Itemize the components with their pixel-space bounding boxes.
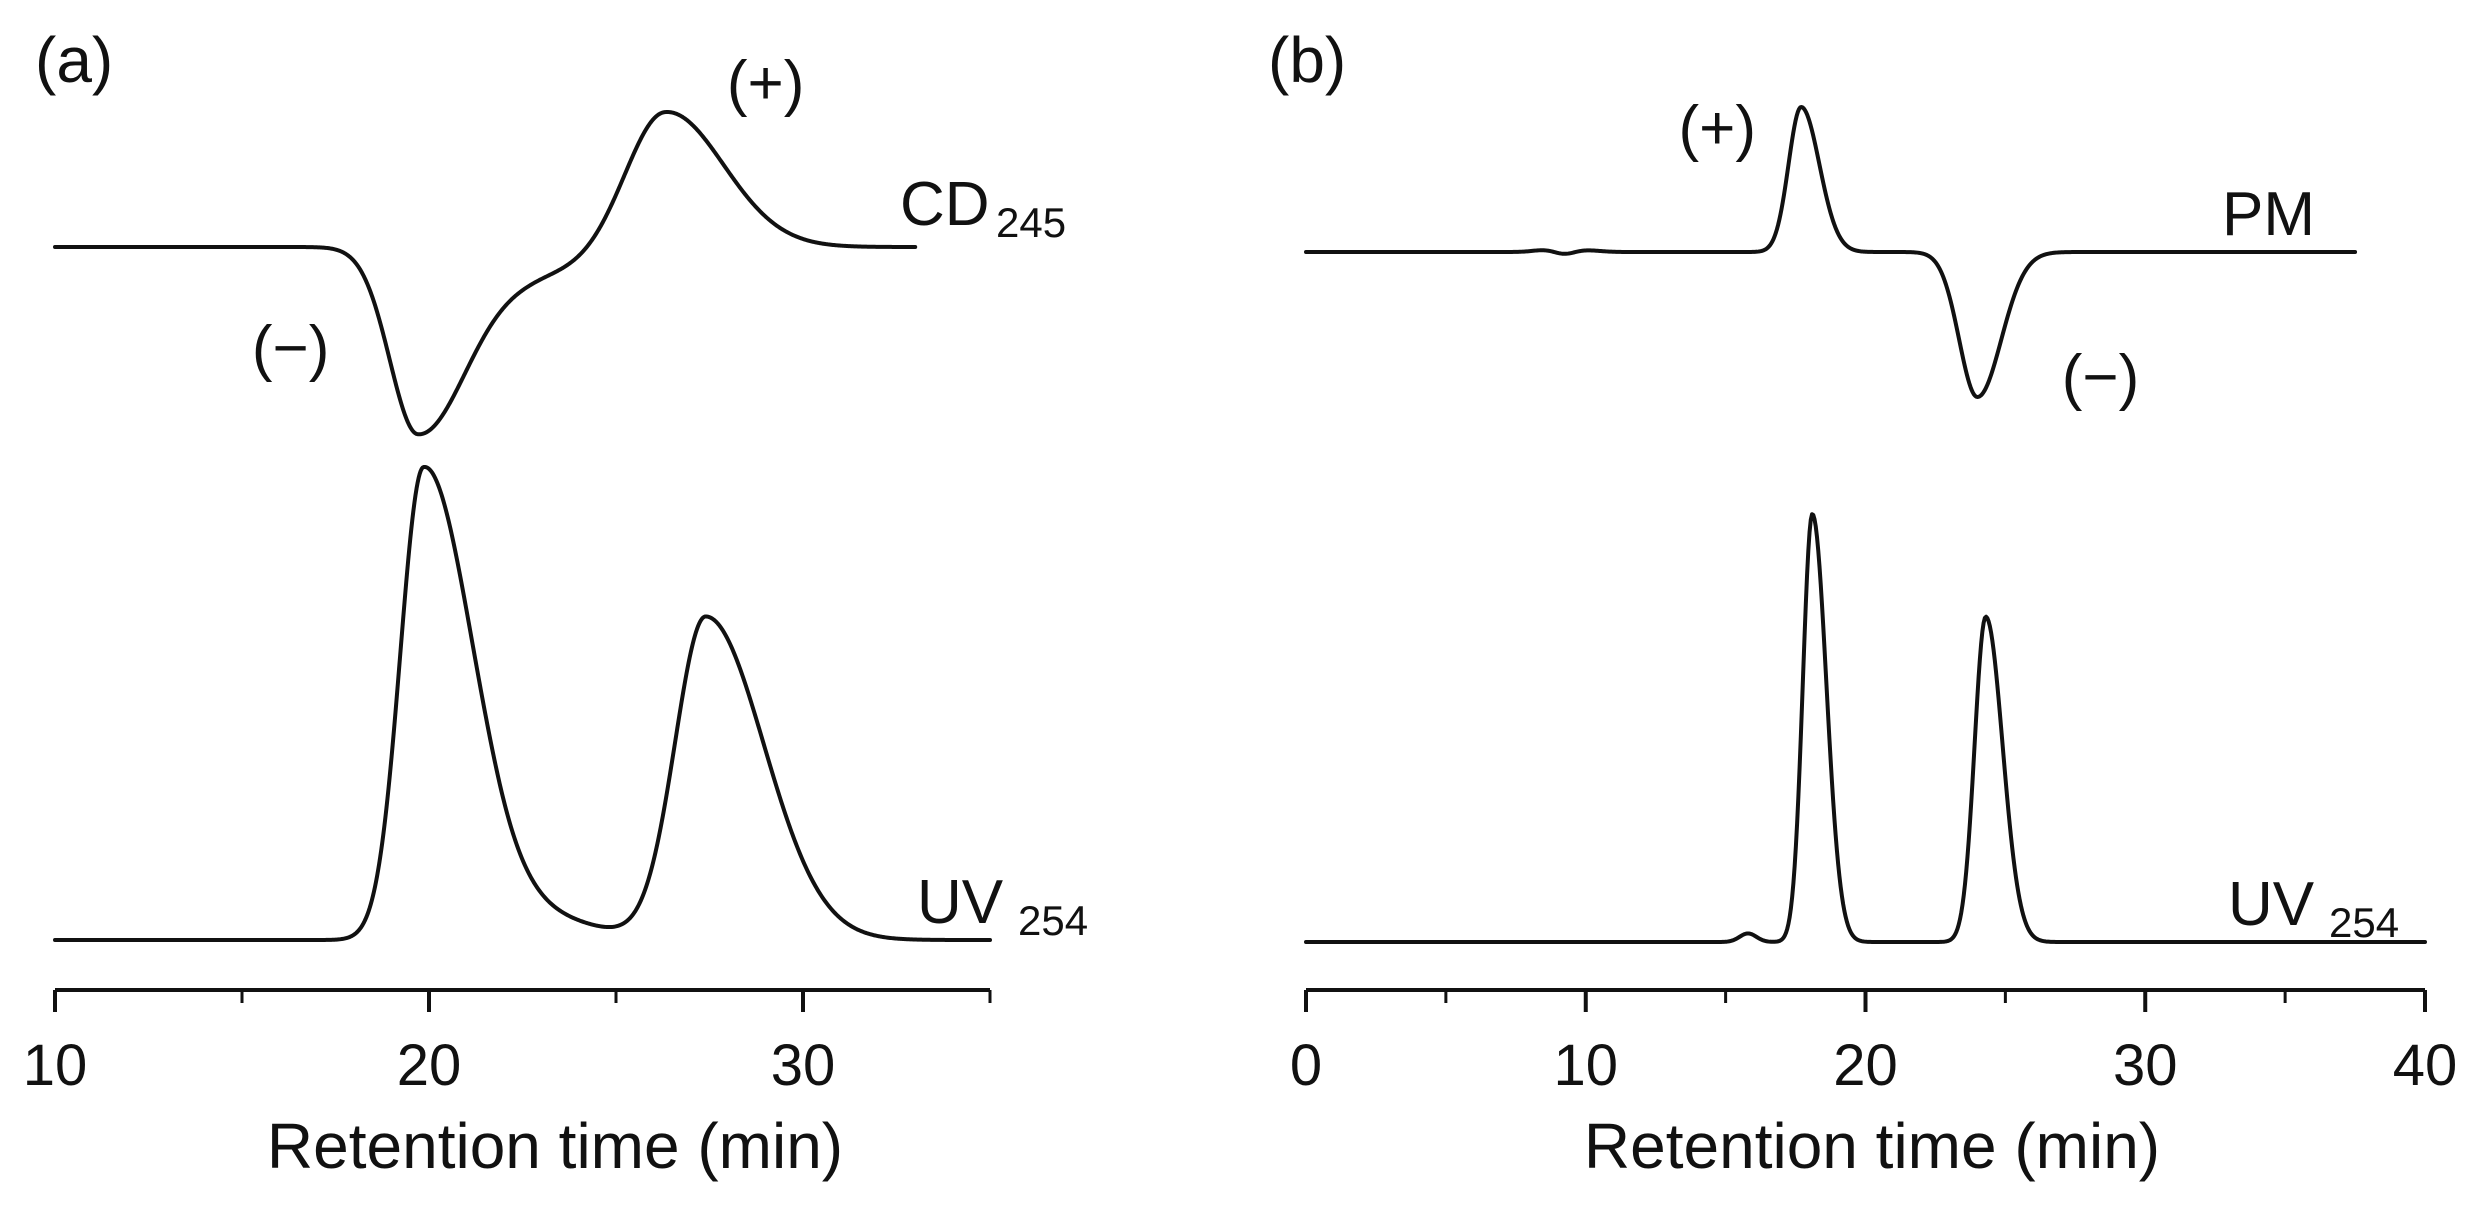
panel-a-uv254-label: UV [917, 868, 1004, 937]
panel-b-tick-label-10: 10 [1553, 1033, 1618, 1098]
panel-b-label: (b) [1268, 24, 1346, 96]
panel-b-tick-label-30: 30 [2113, 1033, 2178, 1098]
panel-b-tick-label-40: 40 [2393, 1033, 2458, 1098]
panel-a-uv254-trace [53, 464, 992, 942]
panel-b-x-axis-label: Retention time (min) [1584, 1110, 2160, 1182]
panel-a-label: (a) [35, 24, 113, 96]
panel-a-cd245-peak-sign-1: (+) [727, 49, 805, 118]
panel-b-uv254-label: UV [2228, 870, 2315, 939]
panel-b-tick-label-0: 0 [1290, 1033, 1322, 1098]
panel-b-tick-label-20: 20 [1833, 1033, 1898, 1098]
panel-b-pm-trace [1304, 105, 2358, 399]
panel-a-cd245-label-subscript: 245 [996, 199, 1066, 246]
panel-b-uv254-trace [1304, 512, 2427, 944]
panel-a-tick-label-20: 20 [397, 1033, 462, 1098]
panel-a-cd245-trace [53, 110, 918, 437]
panel-b: (b) 0 10 20 30 40 Retention time (min) PM (+) (−)… [1268, 24, 2457, 1182]
panel-a-tick-label-10: 10 [23, 1033, 88, 1098]
panel-b-pm-label: PM [2222, 180, 2315, 249]
panel-a-cd245-peak-sign-0: (−) [252, 314, 330, 383]
panel-a-tick-label-30: 30 [771, 1033, 836, 1098]
panel-a-uv254-label-subscript: 254 [1018, 897, 1088, 944]
panel-b-pm-peak-sign-0: (+) [1678, 94, 1756, 163]
panel-b-uv254-label-subscript: 254 [2329, 899, 2399, 946]
panel-a-cd245-label: CD [900, 170, 990, 239]
panel-b-pm-peak-sign-1: (−) [2062, 343, 2140, 412]
panel-a: (a) 10 20 30 Retention time (min) CD 245 (−) (+)… [23, 24, 1088, 1182]
panel-a-x-axis-label: Retention time (min) [267, 1110, 843, 1182]
